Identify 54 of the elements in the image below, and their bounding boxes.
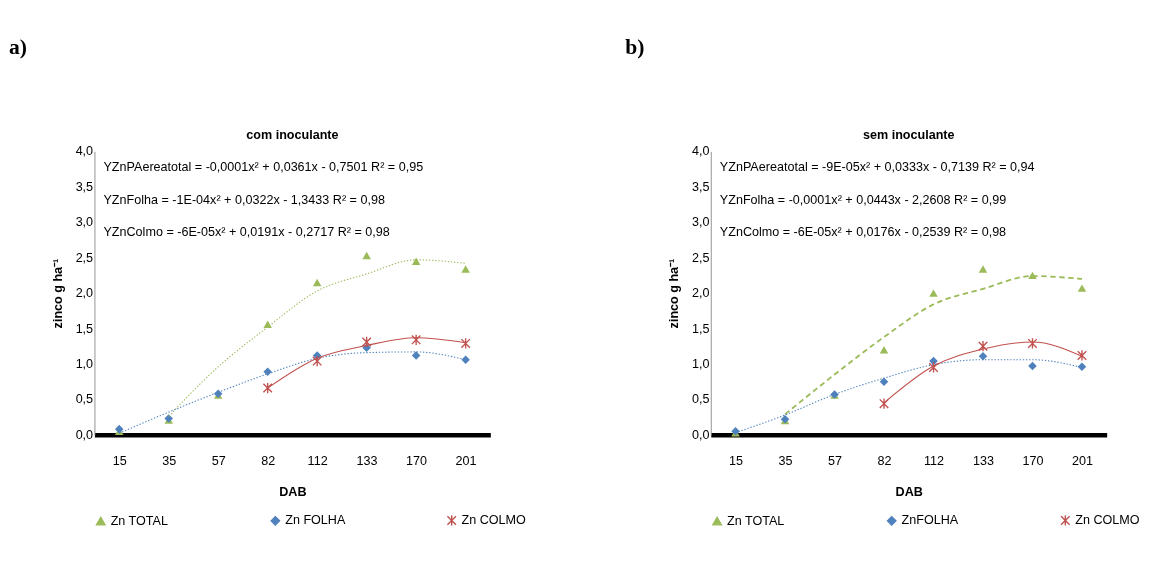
y-tick-label: 0,5: [691, 392, 710, 407]
x-tick-label: 112: [307, 453, 328, 468]
legend-label: ZnFOLHA: [901, 513, 959, 528]
x-tick-label: 201: [1071, 453, 1093, 468]
y-tick-label: 2,0: [75, 286, 94, 301]
x-tick-label: 15: [729, 453, 744, 468]
y-tick-label: 1,0: [75, 357, 94, 371]
text: b): [625, 35, 645, 60]
text: a): [9, 35, 27, 60]
y-tick-label: 0,0: [691, 427, 710, 442]
x-tick-label: 57: [827, 453, 842, 468]
x-tick-label: 35: [778, 453, 793, 468]
x-tick-label: 15: [112, 453, 127, 468]
x-tick-label: 112: [923, 453, 944, 468]
annotation: YZnFolha = -1E-04x² + 0,0322x - 1,3433 R² = 0,98: [103, 192, 385, 207]
y-tick-label: 0,5: [75, 392, 94, 407]
y-tick-label: 2,5: [75, 250, 94, 265]
x-tick-label: 82: [877, 453, 892, 468]
x-tick-label: 82: [261, 453, 276, 468]
y-tick-label: 3,0: [691, 215, 710, 230]
x-axis-title: DAB: [279, 484, 307, 499]
legend-label: Zn FOLHA: [285, 513, 346, 528]
y-tick-label: 4,0: [75, 144, 94, 159]
y-tick-label: 3,0: [75, 215, 94, 230]
y-tick-label: 4,0: [691, 144, 710, 159]
y-axis-title: zinco g ha⁻¹: [51, 258, 66, 329]
annotation: YZnPAereatotal = -9E-05x² + 0,0333x - 0,7139 R² = 0,94: [719, 160, 1035, 175]
annotation: YZnPAereatotal = -0,0001x² + 0,0361x - 0,7501 R² = 0,95: [103, 160, 424, 175]
annotation: YZnColmo = -6E-05x² + 0,0191x - 0,2717 R² = 0,98: [103, 224, 390, 239]
y-axis-title: zinco g ha⁻¹: [667, 258, 682, 329]
legend-label: Zn TOTAL: [727, 513, 785, 528]
y-tick-label: 1,5: [691, 321, 710, 336]
y-tick-label: 3,5: [691, 179, 710, 194]
y-tick-label: 3,5: [75, 179, 94, 194]
y-tick-label: 1,5: [75, 321, 94, 336]
annotation: YZnFolha = -0,0001x² + 0,0443x - 2,2608 R² = 0,99: [719, 192, 1007, 207]
legend-label: Zn TOTAL: [110, 513, 168, 528]
x-tick-label: 133: [972, 453, 994, 468]
y-tick-label: 2,5: [691, 250, 710, 265]
x-tick-label: 35: [162, 453, 177, 468]
x-tick-label: 57: [211, 453, 226, 468]
chart-title: com inoculante: [246, 127, 339, 142]
x-tick-label: 133: [356, 453, 378, 468]
legend-label: Zn COLMO: [1075, 513, 1140, 528]
x-tick-label: 170: [406, 453, 428, 468]
x-axis-title: DAB: [895, 484, 923, 499]
x-tick-label: 170: [1022, 453, 1044, 468]
y-tick-label: 2,0: [691, 286, 710, 301]
legend-label: Zn COLMO: [461, 513, 527, 528]
x-tick-label: 201: [455, 453, 477, 468]
annotation: YZnColmo = -6E-05x² + 0,0176x - 0,2539 R² = 0,98: [719, 224, 1007, 239]
chart-title: sem inoculante: [862, 127, 955, 142]
y-tick-label: 1,0: [691, 357, 710, 371]
y-tick-label: 0,0: [75, 427, 94, 442]
